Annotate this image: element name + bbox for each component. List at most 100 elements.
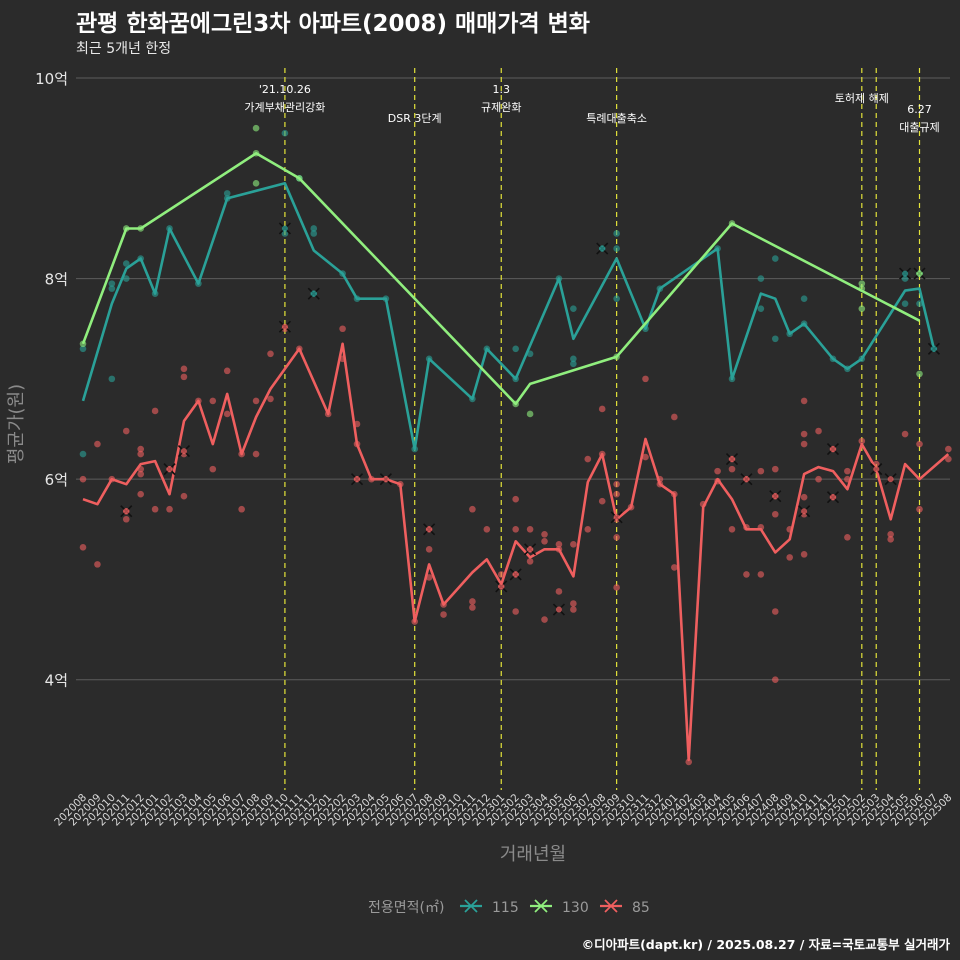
cross-marker xyxy=(552,603,566,616)
data-point xyxy=(685,758,693,766)
event-label: 특례대출축소 xyxy=(586,112,647,125)
cross-center xyxy=(729,456,736,463)
data-point xyxy=(945,455,952,463)
data-point xyxy=(916,505,923,513)
data-point xyxy=(137,445,144,453)
legend-label: 130 xyxy=(562,900,589,916)
y-tick-label: 4억 xyxy=(45,672,68,690)
data-point xyxy=(800,295,808,302)
data-point xyxy=(642,375,649,383)
event-label: '21.10.26 xyxy=(259,83,311,96)
data-point xyxy=(122,427,130,435)
data-point xyxy=(108,285,116,292)
data-point xyxy=(757,571,765,578)
data-point xyxy=(555,541,563,548)
data-point xyxy=(469,604,476,611)
data-point xyxy=(887,531,894,538)
data-point xyxy=(94,440,101,448)
legend-key-cross xyxy=(534,899,548,913)
cross-marker xyxy=(927,342,940,355)
data-point xyxy=(252,450,260,458)
cross-center xyxy=(354,476,361,483)
data-point xyxy=(771,676,779,683)
data-point xyxy=(94,561,101,568)
data-point xyxy=(887,536,894,543)
series-line-115 xyxy=(81,182,936,451)
data-point xyxy=(512,345,519,353)
data-point xyxy=(570,360,577,368)
event-label: 대출규제 xyxy=(899,121,939,134)
data-point xyxy=(555,588,563,595)
data-point xyxy=(483,525,491,533)
data-point xyxy=(223,190,231,197)
event-label: DSR 3단계 xyxy=(388,112,442,125)
data-point xyxy=(671,564,678,571)
data-point xyxy=(613,584,620,591)
data-point xyxy=(79,450,87,458)
data-point xyxy=(743,571,750,578)
cross-center xyxy=(123,508,130,515)
y-tick-label: 10억 xyxy=(35,70,68,88)
event-label: 토허제 해제 xyxy=(835,91,889,105)
cross-marker xyxy=(899,267,912,280)
data-point xyxy=(252,397,260,405)
data-point xyxy=(800,493,808,501)
cross-marker xyxy=(509,568,522,581)
cross-marker xyxy=(177,445,191,458)
data-point xyxy=(310,225,318,232)
data-point xyxy=(613,490,620,498)
data-point xyxy=(570,606,577,613)
cross-center xyxy=(801,508,808,515)
data-point xyxy=(901,430,909,438)
data-point xyxy=(223,410,231,418)
cross-marker xyxy=(350,473,364,486)
data-point xyxy=(469,505,476,513)
event-label: 6.27 xyxy=(907,103,932,116)
data-point xyxy=(598,497,606,505)
data-point xyxy=(771,510,779,518)
data-point xyxy=(800,440,808,448)
data-point xyxy=(844,467,851,475)
data-point xyxy=(541,531,548,538)
data-point xyxy=(570,355,577,363)
data-point xyxy=(108,280,116,287)
cross-center xyxy=(873,466,880,473)
data-point xyxy=(281,230,289,237)
data-point xyxy=(858,437,866,445)
data-point xyxy=(79,544,87,551)
cross-marker xyxy=(826,491,840,504)
data-point xyxy=(180,365,188,373)
legend-title: 전용면적(㎡) xyxy=(368,900,444,916)
data-point xyxy=(570,600,577,607)
data-point xyxy=(901,275,909,282)
chart-title: 관평 한화꿈에그린3차 아파트(2008) 매매가격 변화 xyxy=(76,11,590,37)
cross-center xyxy=(281,225,288,232)
data-point xyxy=(800,397,808,405)
cross-marker xyxy=(596,242,609,255)
cross-center xyxy=(930,345,937,352)
legend-item-130: 130 xyxy=(530,899,589,916)
cross-center xyxy=(902,270,909,277)
data-point xyxy=(267,350,274,358)
data-point xyxy=(122,260,130,267)
data-point xyxy=(613,534,620,541)
data-point xyxy=(469,598,476,605)
data-point xyxy=(252,124,260,132)
data-point xyxy=(771,255,779,262)
data-point xyxy=(122,515,130,523)
data-point xyxy=(137,490,144,498)
data-point xyxy=(800,551,808,558)
data-point xyxy=(209,397,217,405)
cross-center xyxy=(613,514,620,521)
cross-marker xyxy=(798,505,811,518)
data-point xyxy=(757,305,765,312)
cross-center xyxy=(310,290,317,297)
data-point xyxy=(844,534,851,541)
event-label: 1.3 xyxy=(493,83,511,96)
data-point xyxy=(137,450,144,458)
cross-center xyxy=(829,446,836,453)
data-point xyxy=(339,325,346,333)
data-point xyxy=(526,525,534,533)
